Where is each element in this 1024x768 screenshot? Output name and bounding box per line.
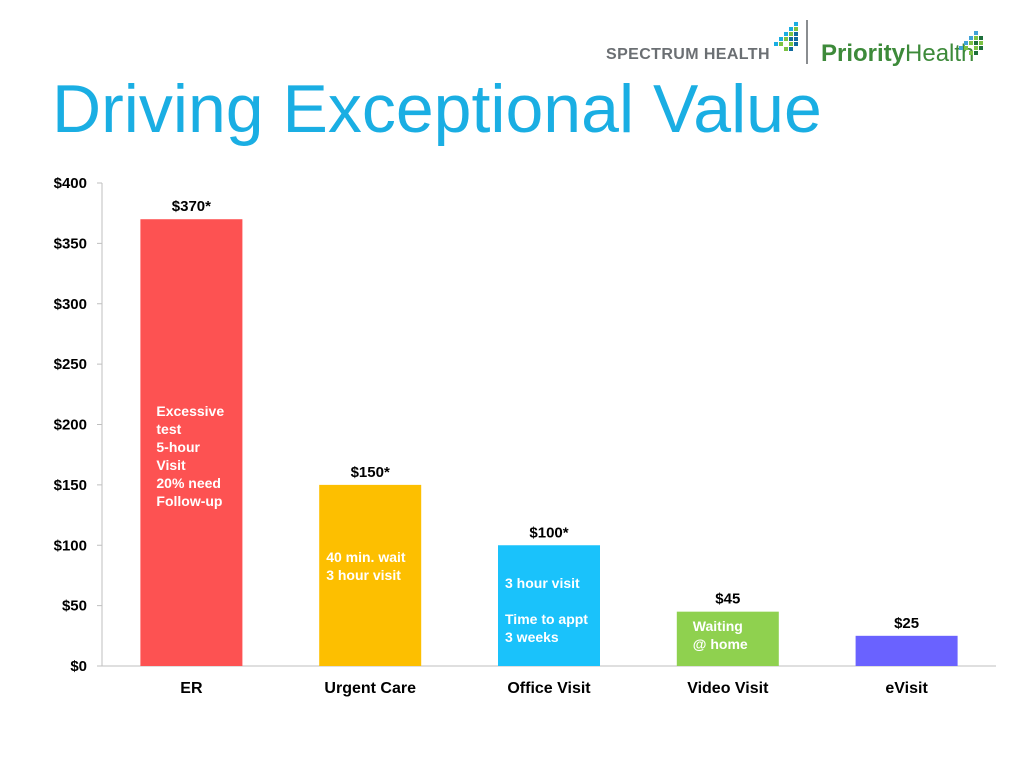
bar-annotations: Excessive test 5-hour Visit 20% need Follow-u… [156,403,747,652]
y-tick-label: $300 [54,296,87,313]
bar-annotation-line: @ home [693,636,748,652]
y-tick-label: $250 [54,356,87,373]
bar-annotation-line: 3 hour visit [505,575,580,591]
value-label: $100* [529,524,568,541]
y-tick-label: $100 [54,537,87,554]
bar-annotation-line: Time to appt [505,611,588,627]
priority-health-logo-icon [959,31,983,55]
x-tick-label: eVisit [885,680,928,697]
bar-annotation-line: test [156,421,181,437]
bar-annotation: Waiting @ home [693,618,748,652]
x-axis-labels: ER Urgent Care Office Visit Video Visit eVis… [180,680,928,697]
bar-urgent-care [319,484,422,666]
bar-annotation: 40 min. wait 3 hour visit [326,549,406,583]
value-label: $45 [715,591,740,608]
y-tick-label: $400 [54,175,87,192]
bar-annotation-line: Visit [156,457,186,473]
spectrum-health-logo-icon [774,22,798,51]
y-tick-label: $0 [70,658,87,675]
y-tick-label: $200 [54,417,87,434]
logo-area: SPECTRUM HEALTH PriorityHealth [600,16,1000,76]
bar-annotation-line: 5-hour [156,439,200,455]
bar-annotation-line: 3 weeks [505,629,559,645]
bar-office-visit [498,545,600,666]
x-tick-label: Video Visit [687,680,769,697]
bar-annotation-line: 20% need [156,475,221,491]
bar-annotation-line: Follow-up [156,493,222,509]
x-tick-label: ER [180,680,203,697]
bar-annotation: 3 hour visit Time to appt 3 weeks [505,575,588,645]
bar-evisit [855,635,958,666]
y-tick-label: $50 [62,598,87,615]
spectrum-health-logo-text: SPECTRUM HEALTH [606,46,770,63]
value-label: $370* [172,198,211,215]
bar-annotation-line: Waiting [693,618,743,634]
y-tick-label: $150 [54,477,87,494]
bar-annotation-line: 3 hour visit [326,567,401,583]
bar-annotation: Excessive test 5-hour Visit 20% need Follow-u… [156,403,224,509]
value-label: $150* [351,464,390,481]
priority-health-logo-text: PriorityHealth [821,40,974,68]
bar-annotation-line: Excessive [156,403,224,419]
bar-annotation-line: 40 min. wait [326,549,406,565]
page-title: Driving Exceptional Value [52,71,822,147]
y-tick-label: $350 [54,235,87,252]
x-tick-label: Urgent Care [324,680,416,697]
logo-divider [806,20,808,64]
priority-health-logo-bold: Priority [821,40,906,67]
x-tick-label: Office Visit [507,680,591,697]
bar-video-visit [676,611,779,666]
y-axis-ticks: $0 $50 $100 $150 $200 $250 $300 $350 $400 [54,175,102,675]
bar-er [140,219,243,666]
value-label: $25 [894,615,919,632]
priority-health-logo-regular: Health [905,40,975,67]
value-labels: $370* $150* $100* $45 $25 [172,198,919,632]
bars [140,219,958,666]
